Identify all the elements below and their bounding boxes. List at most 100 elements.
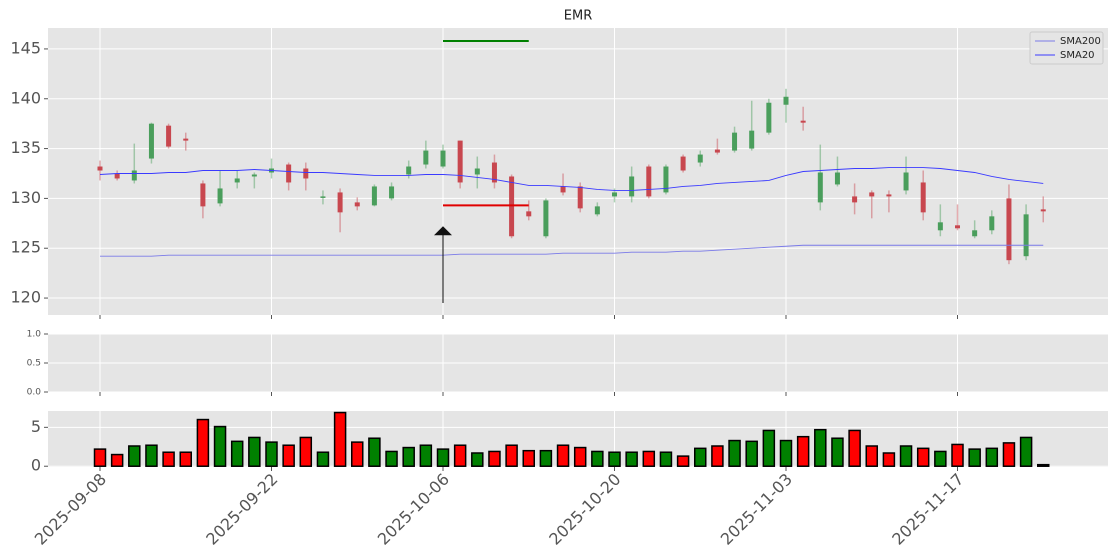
y-tick-label: 140 xyxy=(10,88,41,107)
candle-body xyxy=(491,162,497,183)
sma-line xyxy=(99,167,1044,191)
candle-body xyxy=(337,192,343,213)
candle-body xyxy=(869,192,875,197)
volume-bar xyxy=(419,444,433,467)
volume-bar xyxy=(162,451,175,467)
candle-body xyxy=(783,96,789,105)
arrow-head xyxy=(434,226,452,236)
candle-body xyxy=(320,196,326,198)
y-tick-label: 0 xyxy=(31,456,41,475)
volume-bar xyxy=(316,451,330,467)
volume-bar xyxy=(1002,442,1016,467)
volume-bar xyxy=(505,444,518,467)
candle-body xyxy=(474,168,480,175)
volume-bar xyxy=(333,411,347,467)
candle-body xyxy=(217,188,223,204)
volume-bar xyxy=(934,450,947,467)
candle-body xyxy=(131,170,137,181)
candle-body xyxy=(629,176,635,197)
x-tick-label: 2025-10-06 xyxy=(374,470,453,549)
y-tick-label: 135 xyxy=(10,138,41,157)
candle-body xyxy=(886,194,892,197)
volume-bar xyxy=(196,418,210,467)
volume-bar xyxy=(848,429,861,467)
volume-bar xyxy=(573,446,587,467)
volume-bar xyxy=(745,440,758,467)
candle-body xyxy=(251,174,257,177)
candle-body xyxy=(560,186,566,193)
volume-bar xyxy=(539,449,553,467)
volume-bar xyxy=(110,453,124,467)
y-tick-label: 125 xyxy=(10,238,41,257)
volume-bar xyxy=(951,443,964,467)
volume-bar xyxy=(814,428,827,467)
x-tick-label: 2025-10-20 xyxy=(545,470,624,549)
volume-bar xyxy=(591,450,604,467)
volume-bar xyxy=(230,440,244,467)
plot-area xyxy=(48,28,1108,315)
volume-bar xyxy=(865,445,878,467)
volume-bar xyxy=(1019,436,1033,467)
legend-label: SMA200 xyxy=(1060,36,1101,47)
candle-body xyxy=(148,123,154,159)
candle-body xyxy=(697,154,703,163)
volume-bar xyxy=(402,446,415,467)
volume-bar xyxy=(659,451,673,467)
candle-body xyxy=(389,186,395,199)
volume-bar xyxy=(796,435,810,467)
candle-body xyxy=(286,164,292,183)
candle-body xyxy=(1040,209,1046,212)
candle-body xyxy=(183,138,189,141)
candle-body xyxy=(594,206,600,215)
candle-body xyxy=(663,166,669,193)
candle-body xyxy=(920,182,926,213)
volume-bar xyxy=(899,445,913,467)
volume-bar xyxy=(625,451,638,467)
candle-body xyxy=(406,166,412,175)
x-tick-label: 2025-11-17 xyxy=(888,470,967,549)
volume-bar xyxy=(1037,463,1050,467)
candle-body xyxy=(543,200,549,237)
volume-bar xyxy=(436,448,450,467)
candle-body xyxy=(749,130,755,149)
candle-body xyxy=(457,140,463,183)
y-tick-label: 1.0 xyxy=(27,330,42,340)
volume-bar xyxy=(831,437,844,467)
candle-body xyxy=(800,120,806,123)
volume-bar xyxy=(694,447,707,467)
volume-bar xyxy=(265,441,278,467)
candle-body xyxy=(1023,214,1029,257)
x-tick-label: 2025-11-03 xyxy=(717,470,796,549)
candle-body xyxy=(852,196,858,203)
volume-bar xyxy=(213,425,227,467)
volume-bar xyxy=(882,452,896,467)
y-tick-label: 0.0 xyxy=(27,388,42,398)
candle-body xyxy=(1006,198,1012,261)
y-tick-label: 130 xyxy=(10,188,41,207)
volume-bar xyxy=(556,444,570,467)
candle-body xyxy=(234,178,240,183)
candle-body xyxy=(680,156,686,171)
candle-body xyxy=(937,222,943,231)
candle-body xyxy=(200,183,206,207)
volume-bar xyxy=(916,447,930,467)
x-tick-label: 2025-09-22 xyxy=(202,470,281,549)
x-tick-label: 2025-09-08 xyxy=(31,470,110,549)
candle-body xyxy=(972,230,978,237)
candle-body xyxy=(955,225,960,229)
candle-body xyxy=(732,132,738,151)
volume-bar xyxy=(179,451,192,467)
volume-bar xyxy=(351,441,364,467)
volume-bar xyxy=(128,445,141,467)
candle-body xyxy=(714,149,720,153)
candle-body xyxy=(817,172,823,203)
candle-body xyxy=(834,172,840,185)
legend-label: SMA20 xyxy=(1060,50,1095,61)
volume-bar xyxy=(488,450,501,467)
volume-bar xyxy=(642,450,656,467)
volume-bar xyxy=(453,444,467,467)
volume-bar xyxy=(299,436,313,467)
chart-title: EMR xyxy=(564,9,592,24)
y-tick-label: 5 xyxy=(31,417,41,436)
volume-bar xyxy=(145,444,158,467)
